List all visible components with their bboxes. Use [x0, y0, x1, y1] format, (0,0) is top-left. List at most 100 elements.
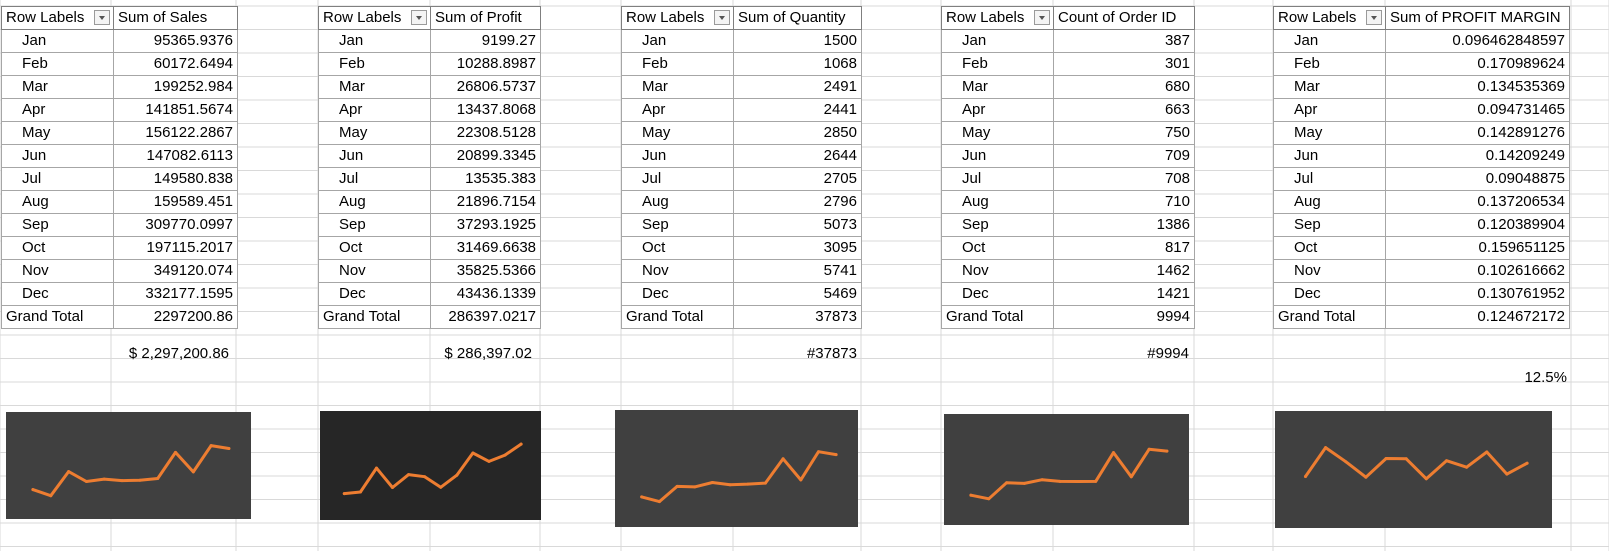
row-label-cell[interactable]: Sep: [1273, 213, 1386, 237]
value-cell[interactable]: 750: [1053, 121, 1195, 145]
row-label-cell[interactable]: Aug: [621, 190, 734, 214]
table-row[interactable]: Jun 147082.6113: [1, 144, 238, 168]
row-labels-header[interactable]: Row Labels: [318, 6, 431, 30]
row-label-cell[interactable]: Jul: [318, 167, 431, 191]
row-label-cell[interactable]: Aug: [1273, 190, 1386, 214]
formatted-margin-total[interactable]: 12.5%: [1524, 369, 1567, 386]
row-label-cell[interactable]: May: [1, 121, 114, 145]
table-row[interactable]: Aug 0.137206534: [1273, 190, 1570, 214]
row-label-cell[interactable]: Nov: [318, 259, 431, 283]
table-row[interactable]: Oct 817: [941, 236, 1195, 260]
grand-total-row[interactable]: Grand Total 0.124672172: [1273, 305, 1570, 329]
value-cell[interactable]: 2796: [733, 190, 862, 214]
row-label-cell[interactable]: Dec: [1, 282, 114, 306]
value-cell[interactable]: 43436.1339: [430, 282, 541, 306]
value-cell[interactable]: 1421: [1053, 282, 1195, 306]
table-row[interactable]: Mar 0.134535369: [1273, 75, 1570, 99]
value-cell[interactable]: 5741: [733, 259, 862, 283]
table-row[interactable]: Mar 2491: [621, 75, 862, 99]
table-row[interactable]: Jan 0.096462848597: [1273, 29, 1570, 53]
row-label-cell[interactable]: Sep: [318, 213, 431, 237]
grand-total-label[interactable]: Grand Total: [621, 305, 734, 329]
row-label-cell[interactable]: Nov: [941, 259, 1054, 283]
row-label-cell[interactable]: Feb: [941, 52, 1054, 76]
row-label-cell[interactable]: Jun: [621, 144, 734, 168]
table-row[interactable]: Jul 149580.838: [1, 167, 238, 191]
table-row[interactable]: Dec 5469: [621, 282, 862, 306]
row-label-cell[interactable]: Dec: [941, 282, 1054, 306]
row-labels-header[interactable]: Row Labels: [1, 6, 114, 30]
row-label-cell[interactable]: Aug: [1, 190, 114, 214]
table-row[interactable]: May 156122.2867: [1, 121, 238, 145]
table-row[interactable]: Feb 0.170989624: [1273, 52, 1570, 76]
row-label-cell[interactable]: May: [621, 121, 734, 145]
value-cell[interactable]: 199252.984: [113, 75, 238, 99]
formatted-sales-total[interactable]: $ 2,297,200.86: [128, 345, 229, 362]
value-cell[interactable]: 0.09048875: [1385, 167, 1570, 191]
grand-total-label[interactable]: Grand Total: [318, 305, 431, 329]
table-row[interactable]: May 0.142891276: [1273, 121, 1570, 145]
filter-dropdown-icon[interactable]: [714, 10, 730, 25]
row-labels-header[interactable]: Row Labels: [1273, 6, 1386, 30]
row-label-cell[interactable]: Jul: [621, 167, 734, 191]
value-cell[interactable]: 21896.7154: [430, 190, 541, 214]
value-cell[interactable]: 156122.2867: [113, 121, 238, 145]
table-row[interactable]: Jun 0.14209249: [1273, 144, 1570, 168]
row-label-cell[interactable]: Sep: [621, 213, 734, 237]
value-cell[interactable]: 680: [1053, 75, 1195, 99]
formatted-quantity-total[interactable]: #37873: [806, 345, 857, 362]
table-row[interactable]: Mar 680: [941, 75, 1195, 99]
value-cell[interactable]: 147082.6113: [113, 144, 238, 168]
value-cell[interactable]: 159589.451: [113, 190, 238, 214]
row-label-cell[interactable]: Apr: [1273, 98, 1386, 122]
table-row[interactable]: Jun 2644: [621, 144, 862, 168]
row-label-cell[interactable]: Jun: [318, 144, 431, 168]
table-row[interactable]: Jan 95365.9376: [1, 29, 238, 53]
table-row[interactable]: Nov 1462: [941, 259, 1195, 283]
grand-total-row[interactable]: Grand Total 9994: [941, 305, 1195, 329]
table-row[interactable]: Nov 0.102616662: [1273, 259, 1570, 283]
table-row[interactable]: Apr 663: [941, 98, 1195, 122]
value-cell[interactable]: 0.142891276: [1385, 121, 1570, 145]
table-row[interactable]: Jun 709: [941, 144, 1195, 168]
row-label-cell[interactable]: Jun: [1273, 144, 1386, 168]
row-label-cell[interactable]: Nov: [1, 259, 114, 283]
row-labels-header[interactable]: Row Labels: [941, 6, 1054, 30]
row-label-cell[interactable]: Apr: [941, 98, 1054, 122]
pivot-table-profit[interactable]: Row Labels Sum of Profit Jan 9199.27 Feb 10…: [318, 6, 541, 329]
table-row[interactable]: Jul 13535.383: [318, 167, 541, 191]
value-cell[interactable]: 1500: [733, 29, 862, 53]
value-cell[interactable]: 0.159651125: [1385, 236, 1570, 260]
row-label-cell[interactable]: Jul: [941, 167, 1054, 191]
table-row[interactable]: Jul 0.09048875: [1273, 167, 1570, 191]
table-row[interactable]: Sep 309770.0997: [1, 213, 238, 237]
value-cell[interactable]: 26806.5737: [430, 75, 541, 99]
value-cell[interactable]: 1386: [1053, 213, 1195, 237]
table-row[interactable]: Oct 3095: [621, 236, 862, 260]
row-label-cell[interactable]: Mar: [941, 75, 1054, 99]
value-cell[interactable]: 0.102616662: [1385, 259, 1570, 283]
value-cell[interactable]: 817: [1053, 236, 1195, 260]
row-label-cell[interactable]: Oct: [1273, 236, 1386, 260]
pivot-table-quantity[interactable]: Row Labels Sum of Quantity Jan 1500 Feb 106…: [621, 6, 862, 329]
pivot-table-sales[interactable]: Row Labels Sum of Sales Jan 95365.9376 Feb…: [1, 6, 238, 329]
value-cell[interactable]: 13535.383: [430, 167, 541, 191]
row-label-cell[interactable]: Jan: [318, 29, 431, 53]
row-label-cell[interactable]: Aug: [941, 190, 1054, 214]
value-cell[interactable]: 20899.3345: [430, 144, 541, 168]
value-cell[interactable]: 708: [1053, 167, 1195, 191]
row-label-cell[interactable]: Apr: [318, 98, 431, 122]
row-label-cell[interactable]: Oct: [941, 236, 1054, 260]
value-cell[interactable]: 10288.8987: [430, 52, 541, 76]
value-cell[interactable]: 9199.27: [430, 29, 541, 53]
value-cell[interactable]: 2441: [733, 98, 862, 122]
table-row[interactable]: Sep 37293.1925: [318, 213, 541, 237]
grand-total-value[interactable]: 0.124672172: [1385, 305, 1570, 329]
profit-margin-trend-chart[interactable]: [1275, 411, 1552, 528]
table-row[interactable]: Oct 0.159651125: [1273, 236, 1570, 260]
value-cell[interactable]: 22308.5128: [430, 121, 541, 145]
value-cell[interactable]: 2491: [733, 75, 862, 99]
row-label-cell[interactable]: Mar: [318, 75, 431, 99]
table-row[interactable]: Dec 332177.1595: [1, 282, 238, 306]
quantity-trend-chart[interactable]: [615, 410, 858, 527]
